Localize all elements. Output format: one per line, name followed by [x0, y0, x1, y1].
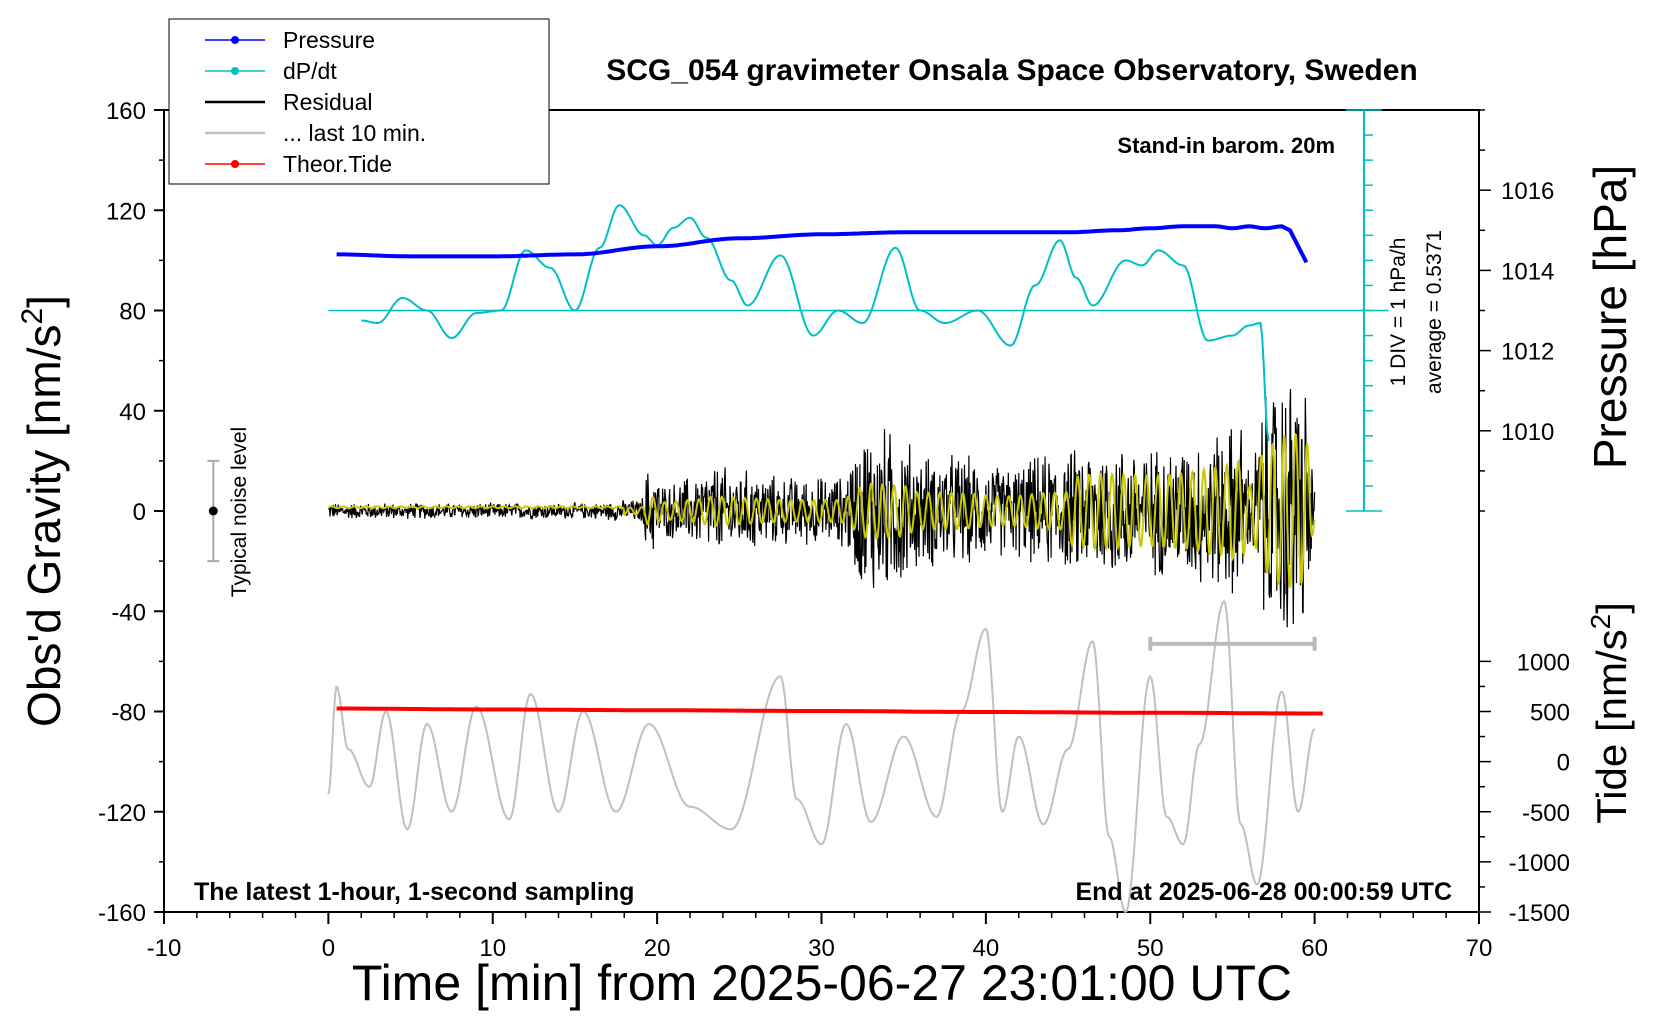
y-axis-label-left: Obs'd Gravity [nm/s2]: [16, 295, 70, 727]
y-tick-label: -40: [111, 599, 146, 626]
y-tick-label: 80: [119, 299, 146, 326]
tide-tick-label: -1000: [1509, 850, 1570, 877]
y-tick-label: 40: [119, 399, 146, 426]
legend: Pressure dP/dt Residual ... last 10 min. The…: [168, 18, 550, 185]
barometer-annotation: Stand-in barom. 20m: [1117, 133, 1335, 158]
x-tick-label: 60: [1301, 935, 1328, 962]
y-tick-label: 0: [133, 499, 146, 526]
y-axis-ticks: -160 -120 -80 -40 0 40 80 120 160: [98, 98, 164, 927]
legend-marker: [231, 67, 239, 75]
tide-axis-label-main: Tide [nm/s: [1588, 629, 1635, 824]
pressure-tick-label: 1014: [1501, 258, 1554, 285]
legend-marker: [231, 160, 239, 168]
pressure-tick-label: 1016: [1501, 178, 1554, 205]
noise-level-label: Typical noise level: [228, 427, 251, 597]
x-tick-label: 10: [479, 935, 506, 962]
x-tick-label: 30: [808, 935, 835, 962]
pressure-axis-label: Pressure [hPa]: [1584, 165, 1636, 469]
dpdt-scale-annotation: 1 DIV = 1 hPa/h: [1387, 238, 1410, 387]
y-tick-label: 160: [106, 98, 146, 125]
tide-axis-label: Tide [nm/s2]: [1585, 602, 1635, 824]
tide-tick-label: -1500: [1509, 900, 1570, 927]
x-tick-label: -10: [147, 935, 182, 962]
y-axis-label-left-end: ]: [18, 295, 70, 308]
x-tick-label: 70: [1466, 935, 1493, 962]
last-10-min-range-bar: [1148, 636, 1317, 651]
dpdt-average-annotation: average = 0.5371: [1423, 230, 1446, 394]
series-pressure: [336, 224, 1309, 264]
y-tick-label: -160: [98, 900, 146, 927]
y-axis-label-left-sup: 2: [16, 308, 49, 325]
legend-label: Theor.Tide: [283, 151, 392, 177]
x-tick-label: 40: [973, 935, 1000, 962]
tide-tick-label: 0: [1557, 750, 1570, 777]
x-axis-label: Time [min] from 2025-06-27 23:01:00 UTC: [352, 955, 1292, 1011]
y-tick-label: 120: [106, 198, 146, 225]
y-tick-label: -120: [98, 800, 146, 827]
pressure-axis-ticks: 1010 1012 1014 1016: [1479, 109, 1554, 512]
legend-label: Residual: [283, 89, 373, 115]
y-tick-label: -80: [111, 700, 146, 727]
legend-label: Pressure: [283, 27, 375, 53]
chart-title: SCG_054 gravimeter Onsala Space Observat…: [606, 54, 1418, 87]
tide-tick-label: 1000: [1517, 649, 1570, 676]
series-residual-smoothed: [328, 432, 1316, 588]
x-tick-label: 0: [322, 935, 335, 962]
x-tick-label: 50: [1137, 935, 1164, 962]
tide-axis-label-end: ]: [1588, 602, 1635, 614]
x-tick-label: 20: [644, 935, 671, 962]
x-axis-ticks: -10 0 10 20 30 40 50 60 70: [147, 912, 1493, 962]
pressure-tick-label: 1012: [1501, 339, 1554, 366]
tide-axis-label-sup: 2: [1585, 614, 1616, 630]
y-axis-label-left-main: Obs'd Gravity [nm/s: [18, 325, 70, 727]
tide-axis-ticks: -1500 -1000 -500 0 500 1000: [1479, 649, 1570, 927]
noise-level-indicator: [207, 459, 220, 563]
tide-tick-label: 500: [1530, 700, 1570, 727]
legend-marker: [231, 36, 239, 44]
series-last-10-min: [327, 599, 1316, 914]
sampling-annotation: The latest 1-hour, 1-second sampling: [194, 878, 634, 906]
pressure-tick-label: 1010: [1501, 419, 1554, 446]
series-theor-tide: [336, 706, 1323, 716]
legend-label: ... last 10 min.: [283, 120, 426, 146]
tide-tick-label: -500: [1522, 800, 1570, 827]
series-dpdt: [361, 204, 1270, 441]
end-time-annotation: End at 2025-06-28 00:00:59 UTC: [1075, 878, 1452, 906]
noise-center-dot: [208, 506, 218, 516]
legend-label: dP/dt: [283, 58, 337, 84]
